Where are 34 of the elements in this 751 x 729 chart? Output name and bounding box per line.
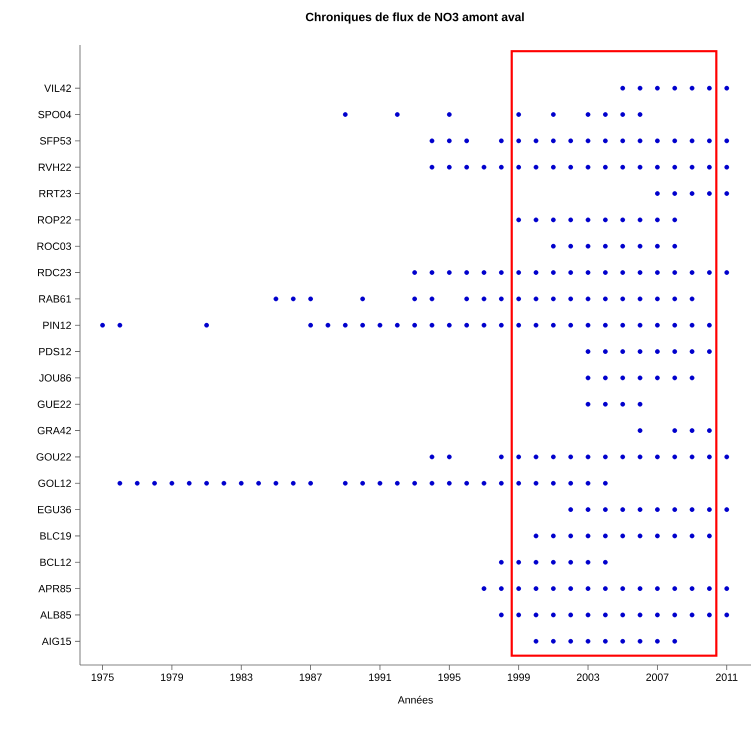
x-axis-title: Années: [398, 696, 433, 704]
y-tick-label: GOL12: [38, 480, 71, 487]
y-tick-label: BCL12: [40, 558, 71, 566]
y-tick-label: ALB85: [40, 611, 72, 619]
y-tick-label: GUE22: [38, 400, 71, 408]
y-tick-label: GRA42: [38, 426, 71, 434]
y-tick-label: ROP22: [38, 216, 71, 224]
y-tick-label: PIN12: [43, 322, 71, 329]
x-tick-label: 1979: [161, 674, 184, 681]
y-tick-label: EGU36: [38, 506, 72, 514]
y-tick-label: APR85: [38, 584, 72, 592]
y-tick-label: GOU22: [36, 453, 71, 461]
x-tick-label: 1995: [438, 674, 461, 681]
y-tick-label: JOU86: [39, 374, 72, 382]
x-tick-label: 1999: [508, 674, 530, 681]
x-tick-label: 1975: [92, 674, 114, 681]
x-tick-label: 2011: [716, 674, 738, 681]
y-tick-label: RDC23: [38, 268, 72, 276]
y-tick-label: RAB61: [39, 295, 71, 303]
y-tick-label: ROC03: [37, 242, 72, 250]
y-tick-label: SPO04: [38, 110, 72, 118]
y-tick-label: SFP53: [40, 137, 72, 145]
y-tick-label: VIL42: [44, 84, 71, 92]
y-tick-label: RRT23: [39, 190, 72, 198]
x-tick-label: 2007: [646, 674, 668, 681]
x-tick-label: 1983: [230, 674, 252, 681]
chart-title: Chroniques de flux de NO3 amont aval: [306, 12, 524, 24]
x-tick-label: 2003: [576, 674, 600, 681]
y-tick-label: PDS12: [39, 348, 71, 356]
x-tick-label: 1987: [300, 674, 322, 681]
y-tick-label: BLC19: [40, 532, 71, 540]
y-tick-label: RVH22: [38, 164, 71, 171]
x-tick-label: 1991: [369, 674, 392, 681]
y-tick-label: AIG15: [42, 638, 72, 646]
